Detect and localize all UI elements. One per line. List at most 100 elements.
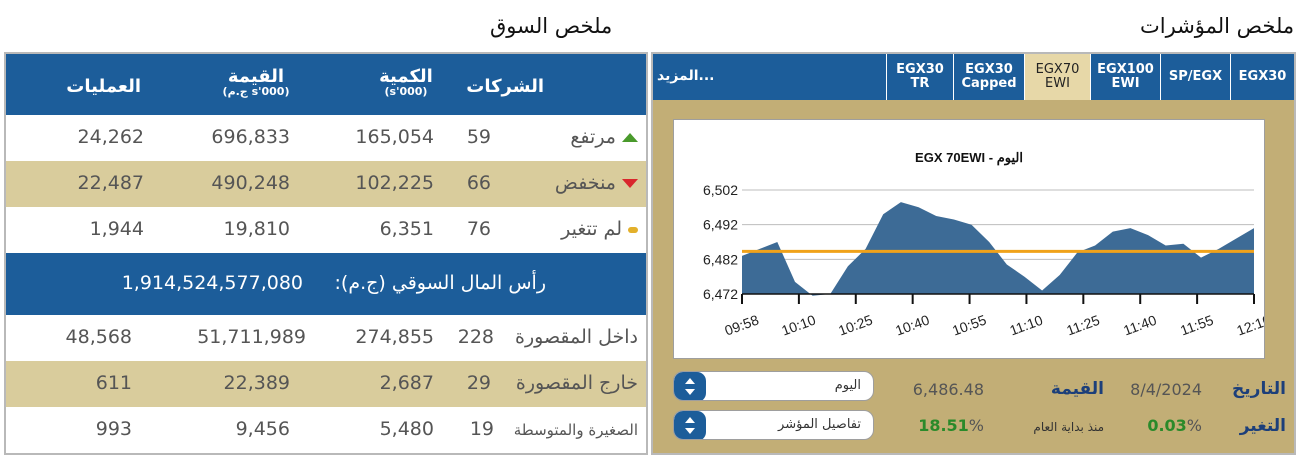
cell-trades: 22,487: [77, 172, 144, 194]
row-label-text: منخفض: [554, 172, 616, 194]
header-value-label: القيمة: [227, 66, 285, 87]
table-header: الشركات الكمية (s'000) القيمة (ج.م s'000…: [6, 54, 646, 115]
up-arrow-icon: [622, 133, 638, 142]
header-volume: الكمية (s'000): [376, 66, 436, 98]
cell-volume: 2,687: [379, 372, 434, 394]
table-row-up: مرتفع 59 165,054 696,833 24,262: [6, 115, 646, 161]
x-tick-label: 12:10: [1234, 311, 1264, 338]
tab-label-line2: EWI: [1111, 76, 1140, 91]
market-cap-label: رأس المال السوقي (ج.م):: [334, 272, 546, 294]
date-label: التاريخ: [1232, 379, 1286, 399]
table-row-segment: الصغيرة والمتوسطة 19 5,480 9,456 993: [6, 407, 646, 453]
header-value: القيمة (ج.م s'000): [211, 66, 301, 98]
row-label: مرتفع: [570, 126, 638, 148]
cell-value: 19,810: [223, 218, 290, 240]
y-tick-label: 6,492: [703, 217, 738, 233]
cell-trades: 24,262: [77, 126, 144, 148]
y-tick-label: 6,502: [703, 182, 738, 198]
segment-label: داخل المقصورة: [515, 326, 638, 348]
cell-trades: 993: [95, 418, 132, 440]
ytd-label: منذ بداية العام: [1033, 420, 1104, 434]
cell-value: 9,456: [235, 418, 290, 440]
down-arrow-icon: [622, 179, 638, 188]
tab-label-line2: Capped: [961, 76, 1017, 91]
tab-sp-egx[interactable]: SP/EGX: [1160, 54, 1230, 100]
index-value: 6,486.48: [912, 380, 984, 399]
cell-volume: 5,480: [379, 418, 434, 440]
value-label: القيمة: [1050, 379, 1104, 399]
market-cap-value: 1,914,524,577,080: [121, 272, 303, 294]
cell-volume: 165,054: [355, 126, 434, 148]
tab-egx30-tr[interactable]: EGX30 TR: [886, 54, 953, 100]
ytd-pct: 18.51: [918, 416, 969, 435]
period-select[interactable]: اليوم: [673, 371, 874, 401]
x-tick-label: 10:55: [950, 311, 989, 338]
tab-egx70-ewi[interactable]: EGX70 EWI: [1024, 54, 1090, 100]
cell-value: 490,248: [211, 172, 290, 194]
header-value-unit: (ج.م s'000): [222, 85, 290, 98]
spinner-icon[interactable]: [674, 372, 706, 400]
table-row-down: منخفض 66 102,225 490,248 22,487: [6, 161, 646, 207]
period-select-value: اليوم: [834, 378, 861, 393]
cell-trades: 1,944: [89, 218, 144, 240]
change-label: التغير: [1239, 416, 1286, 436]
cell-companies: 29: [466, 372, 491, 394]
cell-trades: 611: [95, 372, 132, 394]
row-label: لم تتغير: [561, 218, 638, 240]
index-details-select[interactable]: تفاصيل المؤشر: [673, 410, 874, 440]
x-tick-label: 10:40: [893, 311, 932, 338]
index-tabs: المزيد... EGX30 SP/EGX EGX100 EWI EGX70 EW…: [653, 54, 1294, 100]
row-label-text: لم تتغير: [561, 218, 622, 240]
tab-label: EGX30: [896, 62, 944, 78]
x-tick-label: 10:10: [779, 311, 818, 338]
header-volume-label: الكمية: [379, 66, 433, 87]
cell-companies: 59: [466, 126, 491, 148]
table-row-segment: داخل المقصورة 228 274,855 51,711,989 48,…: [6, 315, 646, 361]
chart-title: EGX 70EWI - اليوم: [915, 150, 1023, 166]
cell-companies: 66: [466, 172, 491, 194]
date-value: 8/4/2024: [1130, 380, 1202, 399]
series-area: [742, 202, 1254, 296]
change-pct: 0.03: [1147, 416, 1187, 435]
tab-label: EGX70: [1035, 62, 1080, 78]
spinner-icon[interactable]: [674, 411, 706, 439]
cell-value: 696,833: [211, 126, 290, 148]
table-row-unchanged: لم تتغير 76 6,351 19,810 1,944: [6, 207, 646, 253]
tab-label: SP/EGX: [1168, 69, 1223, 85]
cell-value: 22,389: [223, 372, 290, 394]
tab-egx30[interactable]: EGX30: [1230, 54, 1294, 100]
tab-label: EGX100: [1097, 62, 1154, 78]
row-label-text: مرتفع: [570, 126, 616, 148]
cell-companies: 76: [466, 218, 491, 240]
cell-trades: 48,568: [65, 326, 132, 348]
tab-egx30-capped[interactable]: EGX30 Capped: [953, 54, 1024, 100]
pct-sign: %: [968, 416, 984, 435]
index-details-select-value: تفاصيل المؤشر: [778, 417, 861, 432]
indices-summary-title: ملخص المؤشرات: [1140, 14, 1295, 38]
tab-label-line2: EWI: [1045, 76, 1070, 91]
segment-label: خارج المقصورة: [515, 372, 638, 394]
header-trades: العمليات: [66, 76, 141, 97]
header-volume-unit: (s'000): [384, 85, 428, 98]
market-cap-row: رأس المال السوقي (ج.م): 1,914,524,577,08…: [6, 253, 646, 315]
index-chart-svg: EGX 70EWI - اليوم 6,502 6,492 6,482 6,472 09:…: [703, 150, 1264, 339]
cell-value: 51,711,989: [197, 326, 306, 348]
x-tick-label: 09:58: [722, 311, 761, 338]
segment-label: الصغيرة والمتوسطة: [513, 421, 638, 439]
market-summary-table: الشركات الكمية (s'000) القيمة (ج.م s'000…: [4, 52, 648, 455]
more-link[interactable]: المزيد...: [657, 68, 715, 84]
y-tick-label: 6,482: [703, 251, 738, 267]
tab-label-line2: TR: [910, 76, 930, 91]
tab-egx100-ewi[interactable]: EGX100 EWI: [1090, 54, 1160, 100]
x-tick-label: 11:10: [1007, 312, 1045, 339]
x-tick-label: 10:25: [836, 311, 875, 338]
indices-summary-panel: المزيد... EGX30 SP/EGX EGX100 EWI EGX70 EW…: [651, 52, 1296, 455]
ytd-value: 18.51%: [918, 416, 984, 435]
cell-volume: 102,225: [355, 172, 434, 194]
x-tick-label: 11:25: [1064, 312, 1102, 339]
header-companies: الشركات: [466, 76, 544, 97]
tab-label: EGX30: [965, 62, 1013, 78]
y-tick-label: 6,472: [703, 286, 738, 302]
unchanged-icon: [628, 226, 638, 233]
